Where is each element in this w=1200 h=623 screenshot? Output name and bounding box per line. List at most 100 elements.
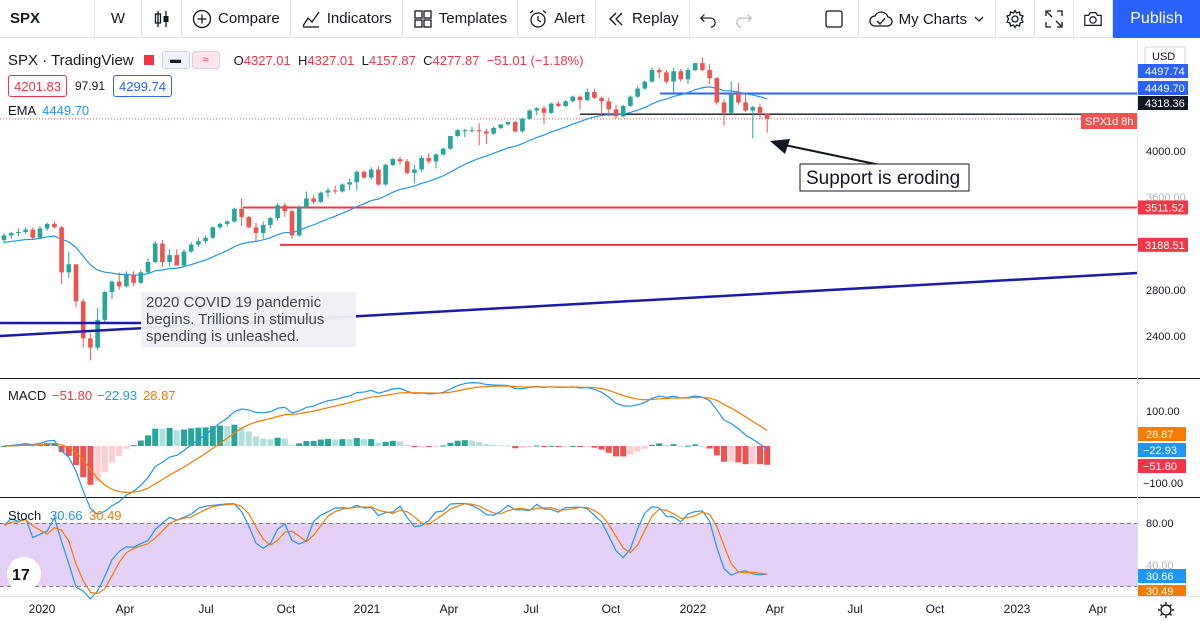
candle-body xyxy=(253,227,259,234)
candle-body xyxy=(700,63,705,71)
macd-bar xyxy=(281,438,288,446)
alert-button[interactable]: Alert xyxy=(518,0,596,38)
undo-button[interactable] xyxy=(690,0,726,38)
macd-axis-label-2 xyxy=(1138,443,1186,457)
stoch-k-value: 30.66 xyxy=(50,508,83,523)
macd-legend[interactable]: MACD −51.80 −22.93 28.87 xyxy=(8,388,176,403)
spread-value: 97.91 xyxy=(75,79,106,93)
candle-body xyxy=(124,274,129,287)
macd-bar xyxy=(447,442,454,446)
candle-body xyxy=(484,131,489,134)
tv-logo-icon: 17 xyxy=(12,567,30,584)
covid-annotation: 2020 COVID 19 pandemic begins. Trillions… xyxy=(141,292,356,347)
candle-body xyxy=(30,229,36,238)
candle-body xyxy=(354,171,360,183)
macd-bar xyxy=(361,439,367,446)
candle-body xyxy=(318,192,324,202)
candle-body xyxy=(397,159,403,162)
legend-symbol-title[interactable]: SPX · TradingView xyxy=(8,51,134,69)
indicators-button[interactable]: Indicators xyxy=(291,0,403,38)
buy-button[interactable]: 4299.74 xyxy=(113,75,173,97)
candle-body xyxy=(620,105,626,117)
candle-body xyxy=(347,182,352,185)
replay-button[interactable]: Replay xyxy=(596,0,690,38)
candle-body xyxy=(188,244,194,252)
covid-line-1: 2020 COVID 19 pandemic xyxy=(146,294,322,311)
candle-body xyxy=(88,338,93,348)
snapshot-button[interactable] xyxy=(1074,0,1113,38)
equals-icon[interactable]: ≈ xyxy=(191,51,220,69)
spx-tag-countdown: 1d 8h xyxy=(1106,116,1134,128)
ema-polyline xyxy=(3,86,768,276)
symbol-label: SPX xyxy=(10,10,41,27)
redo-button[interactable] xyxy=(726,0,762,38)
plus-circle-icon xyxy=(192,9,212,29)
candle-body xyxy=(296,207,302,236)
candle-body xyxy=(599,97,604,102)
time-label: 2020 xyxy=(29,602,56,616)
symbol-search-button[interactable]: SPX xyxy=(0,0,95,38)
candle-body xyxy=(23,229,28,232)
top-toolbar: SPX W Compare Indicators Templates Alert… xyxy=(0,0,1200,38)
time-label: 2022 xyxy=(680,602,707,616)
macd-axis[interactable]: 100.00 −100.00 28.87 −22.93 −51.80 xyxy=(1138,406,1186,490)
macd-bar xyxy=(289,444,295,446)
macd-bar xyxy=(73,446,79,466)
macd-bar xyxy=(433,446,439,447)
chart-canvas[interactable]: Support is eroding 2020 COVID 19 pandemi… xyxy=(0,39,1200,623)
macd-bar xyxy=(562,446,569,447)
axis-settings-button[interactable] xyxy=(1158,602,1174,618)
alarm-clock-icon xyxy=(528,9,548,29)
layout-button[interactable] xyxy=(810,0,858,38)
price-label-text: 4318.36 xyxy=(1145,98,1185,110)
interval-button[interactable]: W xyxy=(95,0,142,38)
macd-bar xyxy=(87,446,94,485)
fullscreen-button[interactable] xyxy=(1035,0,1074,38)
time-axis[interactable]: 2020 Apr Jul Oct 2021 Apr Jul Oct 2022 Apr Jul Oct 2… xyxy=(29,602,1108,616)
candle-body xyxy=(721,102,727,113)
stoch-axis[interactable]: 80.00 40.00 30.66 30.49 xyxy=(1138,518,1186,598)
macd-bar xyxy=(94,446,101,482)
chart-type-button[interactable] xyxy=(142,0,182,38)
my-charts-button[interactable]: My Charts xyxy=(857,0,996,38)
candle-body xyxy=(361,171,367,178)
symbol-legend-row: SPX · TradingView ▬ ≈ O4327.01 H4327.01 … xyxy=(8,50,584,70)
macd-axis-text-3: −51.80 xyxy=(1143,461,1177,473)
candle-body xyxy=(462,130,468,132)
macd-bar xyxy=(296,443,303,446)
ema-legend-row[interactable]: EMA 4449.70 xyxy=(8,100,584,120)
candles xyxy=(1,57,770,361)
settings-button[interactable] xyxy=(996,0,1035,38)
covid-label-box xyxy=(141,292,356,347)
stoch-axis-label-1 xyxy=(1138,569,1186,583)
compare-button[interactable]: Compare xyxy=(182,0,291,38)
stoch-legend[interactable]: Stoch 30.66 30.49 xyxy=(8,508,122,523)
price-axis[interactable]: USD 4000.00 3600.00 2800.00 2400.00 4497… xyxy=(1081,46,1188,343)
alert-label: Alert xyxy=(554,10,585,27)
macd-bar xyxy=(375,442,382,446)
candle-body xyxy=(59,227,64,273)
macd-bar xyxy=(325,438,331,446)
candle-body xyxy=(743,102,748,111)
replay-label: Replay xyxy=(631,10,679,27)
candle-body xyxy=(476,130,482,132)
tradingview-logo[interactable]: 17 xyxy=(7,557,41,591)
macd-bar xyxy=(260,438,267,446)
low-value: 4157.87 xyxy=(368,52,416,68)
flag-icon[interactable] xyxy=(143,55,154,65)
time-label: Jul xyxy=(198,602,213,616)
tv-logo-circle xyxy=(7,557,41,591)
support-arrowhead xyxy=(770,139,790,154)
sell-button[interactable]: 4201.83 xyxy=(8,75,67,97)
templates-button[interactable]: Templates xyxy=(403,0,519,38)
candle-body xyxy=(606,101,612,110)
indicators-icon xyxy=(301,9,321,29)
macd-bar xyxy=(605,446,612,453)
close-value: 4277.87 xyxy=(432,52,480,68)
candle-body xyxy=(138,272,144,283)
price-tick-2800: 2800.00 xyxy=(1146,285,1186,297)
minus-icon[interactable]: ▬ xyxy=(161,51,190,69)
time-label: Oct xyxy=(277,602,296,616)
publish-button[interactable]: Publish xyxy=(1113,0,1200,38)
macd-bar xyxy=(245,431,252,446)
